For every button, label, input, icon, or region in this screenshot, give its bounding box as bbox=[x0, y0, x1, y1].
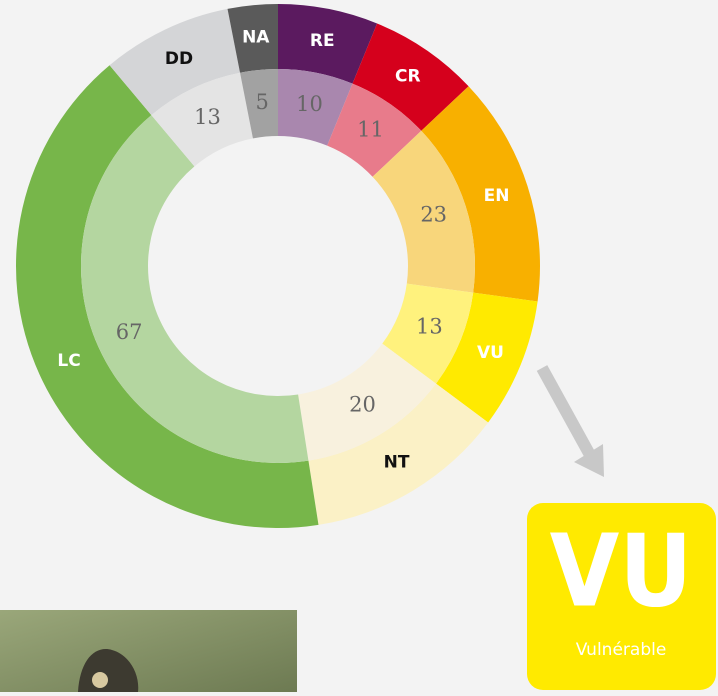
inner-segment bbox=[327, 83, 422, 177]
outer-segment bbox=[15, 65, 319, 529]
category-label: VU bbox=[477, 343, 504, 363]
category-label: CR bbox=[395, 67, 421, 87]
outer-segment bbox=[109, 8, 241, 116]
category-label: NT bbox=[384, 452, 410, 472]
outer-segment bbox=[352, 23, 469, 131]
inner-segment bbox=[151, 72, 253, 167]
inner-segment bbox=[240, 69, 278, 139]
outer-segment bbox=[308, 383, 489, 525]
photo-detail bbox=[92, 672, 108, 688]
outer-segment bbox=[227, 3, 278, 73]
outer-segment bbox=[278, 4, 378, 84]
value-label: 5 bbox=[255, 90, 268, 114]
inner-segment bbox=[372, 130, 476, 293]
category-label: RE bbox=[310, 31, 335, 51]
value-label: 10 bbox=[296, 92, 323, 116]
category-label: DD bbox=[165, 49, 193, 69]
inner-segment bbox=[80, 115, 309, 464]
value-label: 13 bbox=[416, 314, 443, 338]
value-label: 13 bbox=[194, 105, 221, 129]
category-label: NA bbox=[242, 28, 270, 48]
category-label: EN bbox=[484, 186, 510, 206]
arrow-head bbox=[574, 444, 604, 477]
outer-segment bbox=[436, 292, 538, 423]
badge-box bbox=[527, 503, 716, 690]
value-label: 20 bbox=[349, 392, 376, 416]
outer-segment bbox=[421, 86, 541, 302]
badge-code: VU bbox=[550, 512, 693, 629]
value-label: 11 bbox=[357, 118, 384, 142]
inner-segment bbox=[278, 69, 353, 146]
value-label: 23 bbox=[420, 203, 447, 227]
donut-chart: RE 10 CR 11 EN 23 VU 13 NT 20 LC 67 DD 13 NA 5 bbox=[15, 3, 541, 529]
badge-label: Vulnérable bbox=[576, 640, 667, 660]
photo bbox=[0, 610, 297, 692]
inner-segment bbox=[298, 343, 437, 461]
arrow-shaft bbox=[536, 365, 596, 458]
value-label: 67 bbox=[116, 320, 143, 344]
inner-segment bbox=[382, 283, 474, 384]
category-label: LC bbox=[57, 351, 80, 371]
